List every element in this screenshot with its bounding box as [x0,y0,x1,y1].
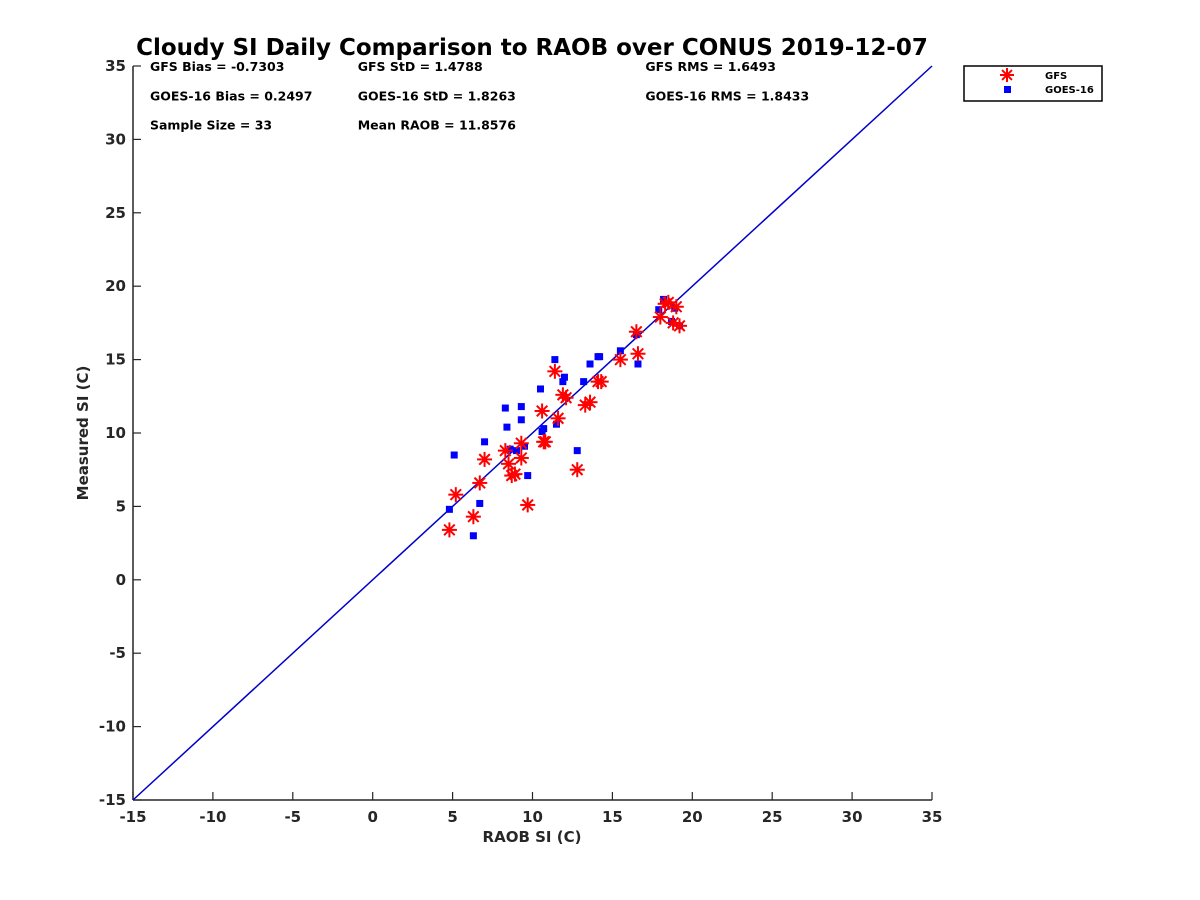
x-tick-label: 5 [447,808,457,826]
stat-annotation: GOES-16 Bias = 0.2497 [150,88,312,103]
x-axis-label: RAOB SI (C) [483,828,582,846]
goes16-point [501,404,509,412]
x-tick-label: 30 [842,808,863,826]
legend-goes16-label: GOES-16 [1045,85,1094,96]
gfs-point [558,390,574,406]
x-tick-label: 10 [522,808,543,826]
gfs-point [550,410,566,426]
gfs-point [472,475,488,491]
y-tick-label: 20 [105,277,126,295]
goes16-point [536,385,544,393]
legend-gfs-marker [1000,68,1014,82]
gfs-point [534,403,550,419]
gfs-point [513,450,529,466]
x-tick-label: 15 [602,808,623,826]
goes16-point [469,532,477,540]
y-tick-label: -5 [109,644,126,662]
y-axis-ticks: -15 -10 -5 0 5 10 15 20 25 30 35 [99,57,141,809]
goes16-point [450,451,458,459]
goes16-point [476,499,484,507]
goes16-point [503,423,511,431]
gfs-point [465,509,481,525]
gfs-point [477,451,493,467]
gfs-point [652,309,668,325]
goes16-point [580,378,588,386]
goes16-point [551,356,559,364]
chart-title: Cloudy SI Daily Comparison to RAOB over … [136,35,928,61]
goes16-point [524,472,532,480]
stat-annotation: GOES-16 RMS = 1.8433 [645,88,809,103]
gfs-series [441,294,688,538]
gfs-point [507,466,523,482]
gfs-point [513,435,529,451]
x-tick-label: 25 [762,808,783,826]
x-tick-label: 0 [367,808,377,826]
gfs-point [660,294,676,310]
legend-gfs-asterisk [1000,68,1014,82]
x-tick-label: 20 [682,808,703,826]
gfs-point [497,443,513,459]
goes16-point [559,378,567,386]
gfs-point [593,374,609,390]
gfs-point [441,522,457,538]
goes16-point [552,420,560,428]
goes16-point [506,445,514,453]
legend-box [963,65,1103,102]
y-axis-label: Measured SI (C) [74,366,92,501]
goes16-point [596,353,604,361]
x-tick-label: -10 [199,808,226,826]
gfs-point [582,394,598,410]
legend: GFS GOES-16 [963,65,1103,102]
goes16-point [517,403,525,411]
goes16-series [445,295,684,540]
goes16-point [540,425,548,433]
goes16-point [660,295,668,303]
x-tick-label: -15 [119,808,146,826]
goes16-point [513,447,521,455]
y-tick-label: 15 [105,351,126,369]
goes16-point [616,347,624,355]
gfs-point [628,324,644,340]
legend-gfs-label: GFS [1045,71,1067,82]
x-axis-ticks: -15 -10 -5 0 5 10 15 20 25 30 35 [119,792,942,826]
goes16-point [586,360,594,368]
gfs-point [547,363,563,379]
y-tick-label: 10 [105,424,126,442]
gfs-point [672,318,688,334]
goes16-point [655,306,663,314]
y-tick-label: 30 [105,130,126,148]
x-tick-label: -5 [284,808,301,826]
goes16-point [573,447,581,455]
y-tick-label: 35 [105,57,126,75]
gfs-point [448,487,464,503]
stat-annotation: GFS RMS = 1.6493 [645,59,776,74]
gfs-point [612,352,628,368]
y-tick-label: 25 [105,204,126,222]
goes16-point [560,373,568,381]
stat-annotation: GOES-16 StD = 1.8263 [358,88,516,103]
stat-annotation: Sample Size = 33 [150,118,272,133]
legend-goes16-marker [1004,86,1011,93]
gfs-point [630,346,646,362]
stat-annotation: GFS StD = 1.4788 [358,59,483,74]
y-tick-label: -10 [99,718,126,736]
gfs-point [569,462,585,478]
y-tick-label: -15 [99,791,126,809]
gfs-point [501,456,517,472]
goes16-point [634,360,642,368]
gfs-point [520,497,536,513]
y-tick-label: 5 [116,497,126,515]
stat-annotation: Mean RAOB = 11.8576 [358,118,516,133]
one-to-one-reference-line [132,65,933,801]
goes16-point [481,438,489,446]
goes16-point [517,416,525,424]
stat-annotation: GFS Bias = -0.7303 [150,59,284,74]
gfs-point [537,434,553,450]
y-tick-label: 0 [116,571,126,589]
x-tick-label: 35 [922,808,943,826]
goes16-point [445,505,453,513]
statistics-annotations: GFS Bias = -0.7303 GFS StD = 1.4788 GFS RM… [150,59,809,133]
